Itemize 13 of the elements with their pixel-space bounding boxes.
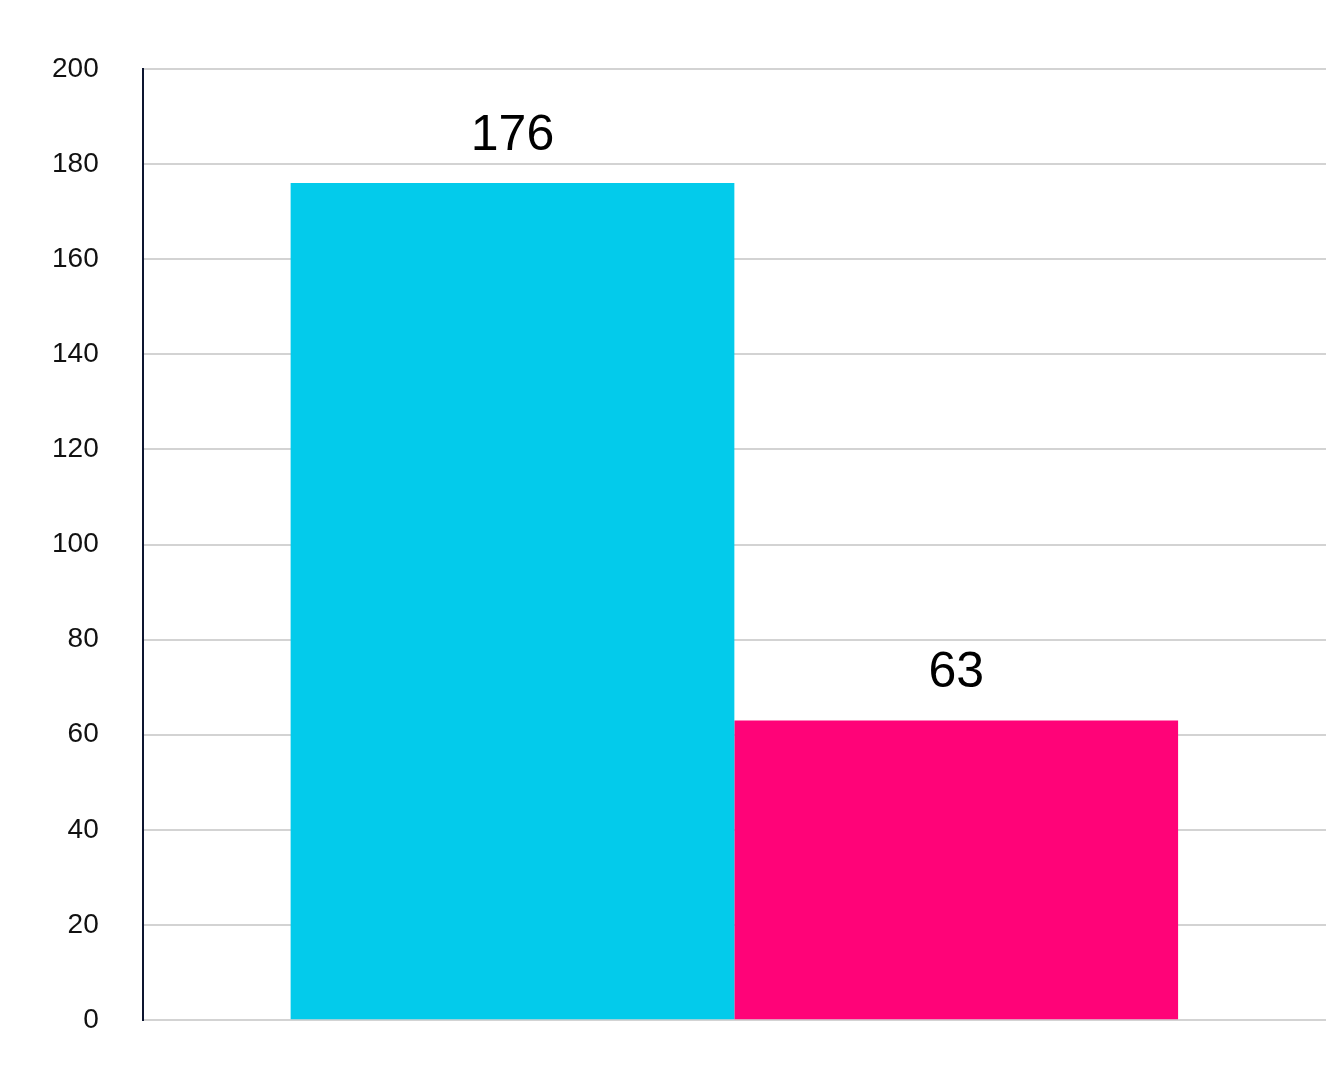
y-tick-label: 80 (67, 622, 99, 654)
y-tick-label: 140 (52, 336, 99, 368)
y-tick-label: 40 (67, 812, 99, 844)
y-tick-label: 160 (52, 241, 99, 273)
data-label: 176 (470, 104, 555, 161)
y-tick-label: 20 (67, 907, 99, 939)
y-tick-label: 180 (52, 146, 99, 178)
y-tick-label: 120 (52, 432, 99, 464)
y-tick-label: 100 (52, 527, 99, 559)
y-tick-label: 200 (52, 51, 99, 83)
y-tick-label: 60 (67, 717, 99, 749)
data-label: 63 (928, 642, 985, 699)
y-tick-label: 0 (83, 1002, 99, 1034)
